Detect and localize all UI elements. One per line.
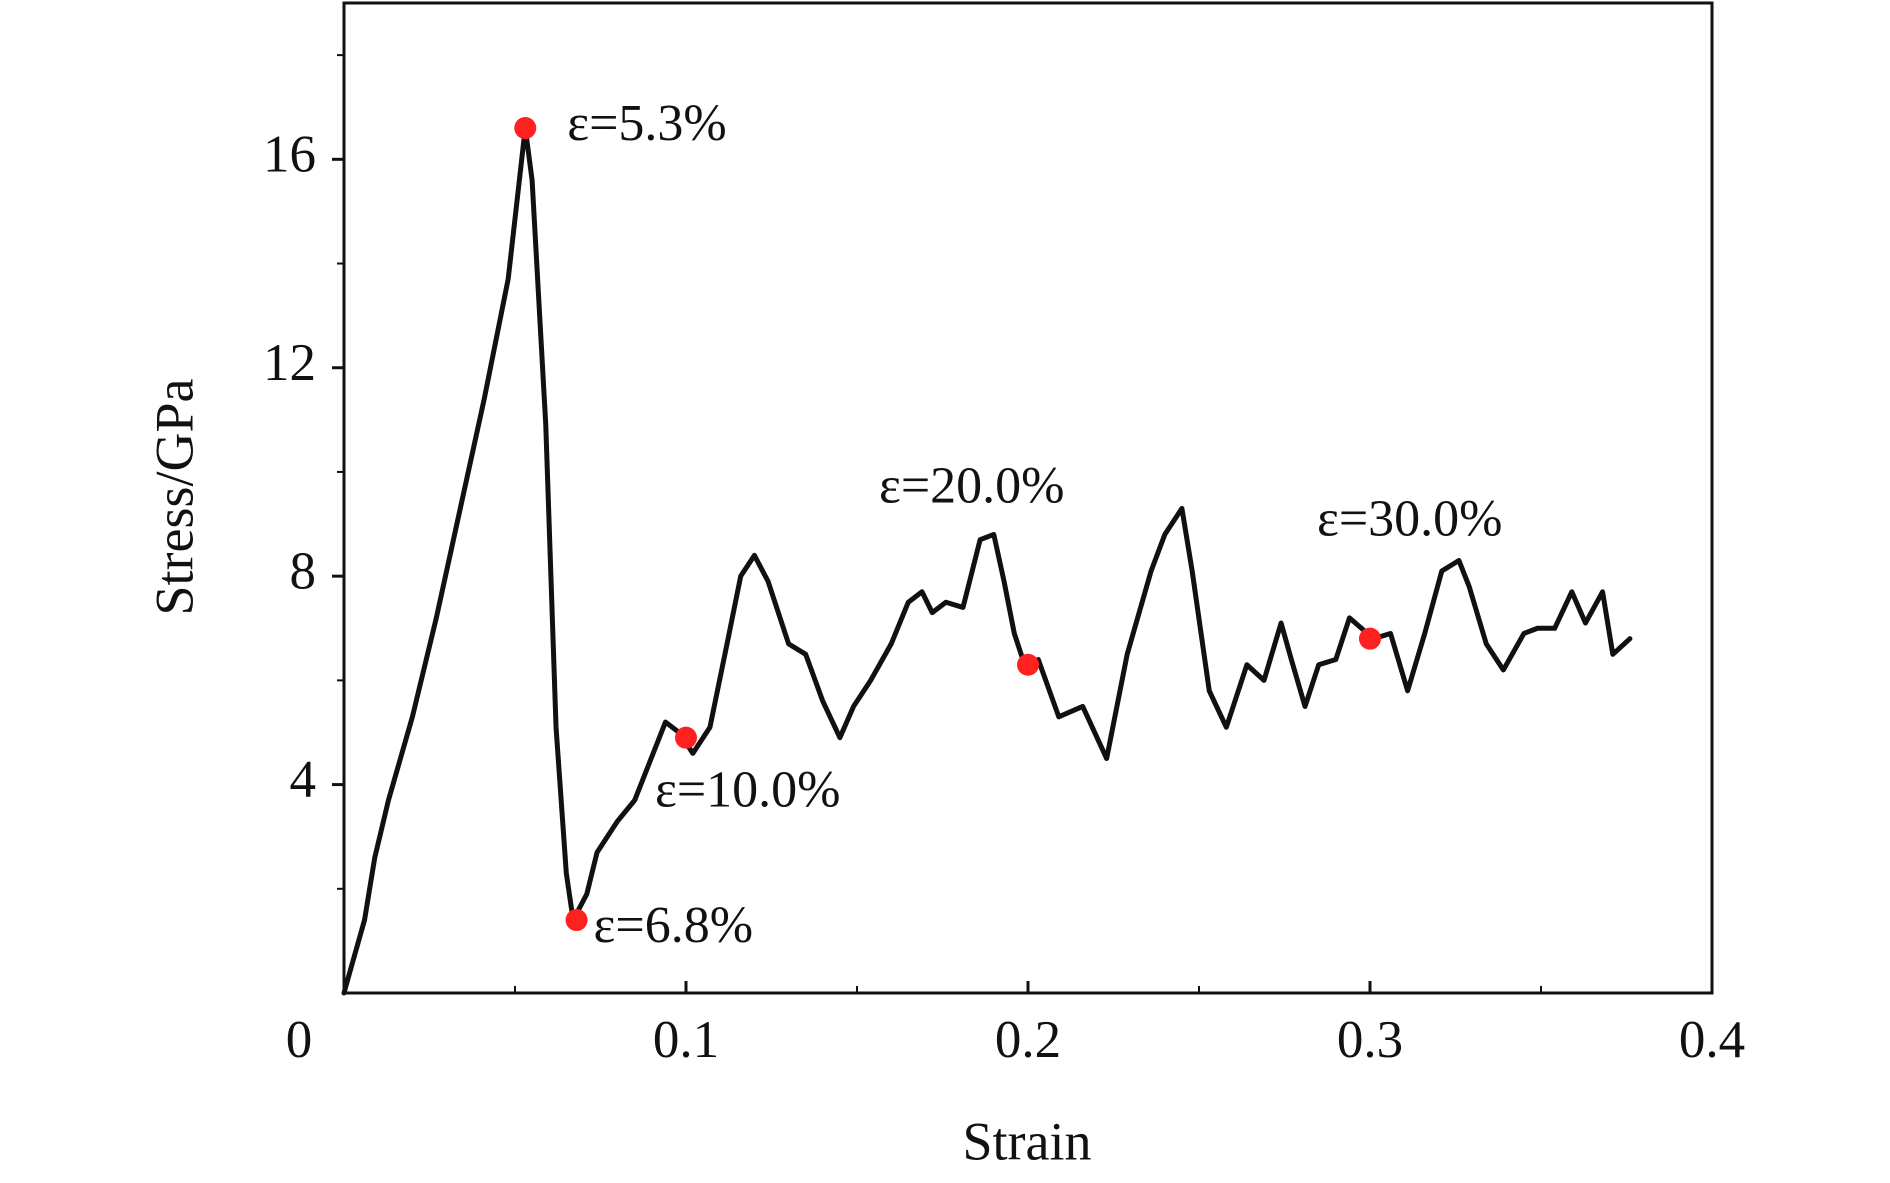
annotation: ε=5.3% bbox=[567, 95, 726, 152]
y-tick-label: 12 bbox=[263, 334, 316, 392]
annotation: ε=10.0% bbox=[655, 762, 840, 819]
point-marker bbox=[675, 726, 697, 749]
point-marker bbox=[565, 909, 588, 932]
point-marker bbox=[514, 117, 537, 140]
line bbox=[341, 125, 1633, 996]
annotation: ε=20.0% bbox=[879, 458, 1064, 515]
y-tick-label: 16 bbox=[263, 125, 316, 183]
y-axis-label: Stress/GPa bbox=[144, 378, 204, 615]
y-tick-label: 8 bbox=[290, 542, 317, 600]
x-tick-label: 0.3 bbox=[1337, 1011, 1403, 1069]
point-marker bbox=[1359, 627, 1381, 650]
x-axis-label: Strain bbox=[963, 1111, 1092, 1171]
x-tick-label: 0.2 bbox=[995, 1011, 1061, 1069]
x-tick-label: 0 bbox=[286, 1011, 313, 1069]
x-tick-label: 0.1 bbox=[653, 1011, 719, 1069]
point-marker bbox=[1017, 653, 1039, 676]
annotation: ε=30.0% bbox=[1317, 491, 1502, 548]
annotation: ε=6.8% bbox=[594, 897, 753, 954]
x-tick-label: 0.4 bbox=[1679, 1011, 1745, 1069]
y-tick-label: 4 bbox=[290, 751, 317, 809]
